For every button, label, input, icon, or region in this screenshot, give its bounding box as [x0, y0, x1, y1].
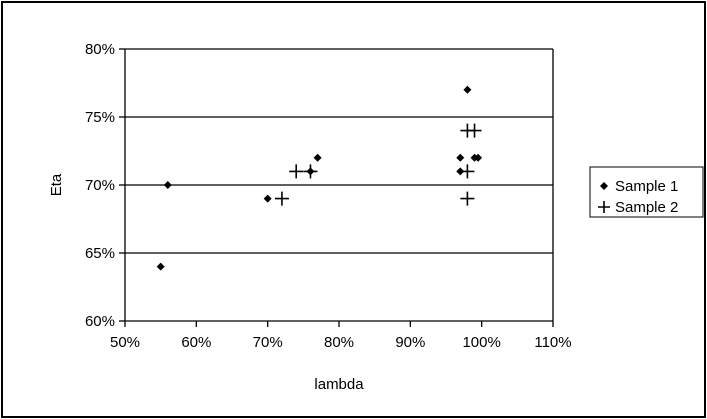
sample-1-point	[313, 153, 322, 162]
sample-2-point	[274, 191, 289, 206]
x-tick-label: 60%	[181, 334, 211, 351]
sample-2-point	[460, 191, 475, 206]
sample-1-point	[463, 85, 472, 94]
y-tick-label: 80%	[85, 41, 115, 58]
sample-2-point	[289, 164, 304, 179]
tick-labels: 60% 65% 70% 75% 80% 50% 60% 70% 80% 90% 100% 110%	[85, 41, 572, 351]
legend-label-sample-2: Sample 2	[615, 199, 678, 216]
x-tick-label: 70%	[253, 334, 283, 351]
sample-1-point	[474, 153, 483, 162]
x-tick-label: 80%	[324, 334, 354, 351]
legend-diamond-icon	[600, 182, 608, 190]
sample-2-point	[460, 164, 475, 179]
x-tick-label: 90%	[395, 334, 425, 351]
sample-1-point	[163, 181, 172, 189]
legend-label-sample-1: Sample 1	[615, 178, 678, 195]
plot-area	[119, 48, 554, 327]
sample-2-point	[303, 164, 318, 179]
sample-1-point	[263, 194, 272, 203]
sample-2-point	[467, 123, 482, 138]
legend-box	[589, 166, 704, 218]
y-tick-label: 65%	[85, 245, 115, 262]
scatter-chart: 60% 65% 70% 75% 80% 50% 60% 70% 80% 90% 100% 110% l…	[48, 41, 704, 393]
legend: Sample 1 Sample 2	[589, 166, 704, 218]
data-marks	[156, 85, 483, 271]
x-tick-label: 110%	[534, 334, 571, 351]
y-tick-label: 70%	[85, 177, 115, 194]
x-axis-title: lambda	[314, 376, 364, 393]
x-tick-label: 100%	[462, 334, 500, 351]
sample-1-point	[456, 153, 465, 162]
sample-1-point	[456, 167, 465, 176]
legend-plus-icon	[598, 201, 610, 213]
axes	[119, 48, 554, 327]
y-tick-label: 60%	[85, 313, 115, 330]
gridlines	[125, 48, 553, 254]
sample-1-point	[156, 262, 165, 271]
x-tick-label: 50%	[110, 334, 140, 351]
y-axis-title: Eta	[48, 173, 65, 196]
y-tick-label: 75%	[85, 109, 115, 126]
